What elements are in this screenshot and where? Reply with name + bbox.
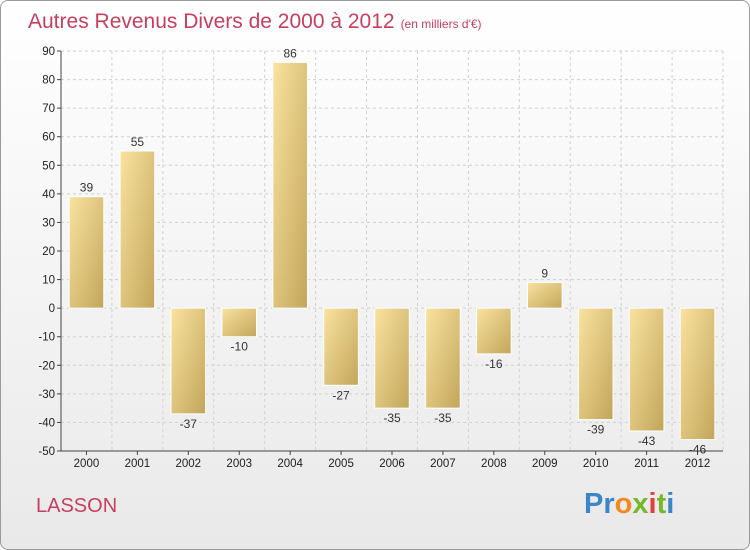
data-label: 55: [131, 135, 145, 149]
x-tick-label: 2007: [430, 458, 456, 470]
x-tick-label: 2002: [176, 458, 202, 470]
x-tick-label: 2006: [379, 458, 405, 470]
axes: -50 -40 -30 -20 -10 0 10 20 30 40 50 60 70 80 90 2000 20…: [38, 46, 723, 470]
bar: [374, 307, 410, 409]
y-tick-label: 0: [49, 303, 55, 315]
bar: [679, 307, 716, 441]
y-tick-label: -20: [38, 360, 55, 372]
y-tick-label: -50: [38, 446, 55, 458]
logo-letter: x: [632, 488, 649, 520]
y-tick-label: -30: [38, 389, 55, 401]
bar: [526, 281, 563, 309]
labels: 39 55 -37 -10 86 -27 -35 -35 -16 9 -39 -43 -46: [80, 46, 707, 456]
data-label: -46: [689, 443, 707, 457]
y-tick-label: 30: [42, 217, 55, 229]
chart-subtitle: (en milliers d'€): [400, 17, 482, 31]
y-tick-label: 90: [42, 46, 55, 58]
logo-letter: i: [666, 488, 675, 520]
bar: [170, 307, 207, 415]
y-tick-label: 20: [42, 246, 55, 258]
chart-title-text: Autres Revenus Divers de 2000 à 2012: [28, 10, 395, 33]
bar: [119, 150, 156, 309]
bar: [323, 307, 359, 386]
data-label: -35: [434, 411, 452, 425]
chart-title: Autres Revenus Divers de 2000 à 2012 (en …: [28, 10, 482, 34]
logo-letter: i: [648, 488, 657, 520]
y-tick-label: -10: [38, 332, 55, 344]
bar: [221, 307, 258, 338]
data-label: -39: [587, 423, 605, 437]
data-label: -16: [485, 357, 503, 371]
proxiti-logo[interactable]: Proxiti: [584, 488, 674, 521]
data-label: 39: [80, 181, 94, 195]
x-tick-label: 2004: [277, 458, 303, 470]
bar: [476, 307, 512, 355]
data-label: -43: [638, 434, 656, 448]
x-tick-label: 2000: [74, 458, 100, 470]
bar: [425, 307, 461, 409]
y-tick-label: 40: [42, 189, 55, 201]
x-tick-label: 2001: [125, 458, 151, 470]
y-tick-label: 60: [42, 132, 55, 144]
x-tick-label: 2008: [481, 458, 507, 470]
x-tick-label: 2010: [583, 458, 609, 470]
bar: [577, 307, 614, 421]
x-tick-label: 2005: [328, 458, 354, 470]
commune-name: LASSON: [36, 495, 118, 517]
logo-letter: o: [614, 488, 633, 520]
bars: [68, 61, 716, 441]
y-tick-label: 70: [42, 103, 55, 115]
bar: [272, 61, 308, 309]
y-tick-label: 80: [42, 75, 55, 87]
logo-letter: t: [656, 488, 667, 520]
logo-letter: r: [603, 488, 615, 520]
x-tick-label: 2011: [634, 458, 659, 470]
data-label: -27: [332, 388, 350, 402]
bar: [68, 196, 105, 309]
y-tick-label: -40: [38, 417, 55, 429]
data-label: -10: [231, 340, 249, 354]
data-label: -35: [383, 411, 401, 425]
data-label: -37: [180, 417, 198, 431]
data-label: 86: [283, 46, 297, 60]
x-tick-label: 2003: [226, 458, 252, 470]
data-label: 9: [541, 266, 548, 280]
x-tick-label: 2012: [685, 458, 711, 470]
y-tick-label: 50: [42, 160, 55, 172]
x-tick-label: 2009: [532, 458, 558, 470]
bar: [628, 307, 665, 432]
y-tick-label: 10: [42, 275, 55, 287]
logo-letter: P: [584, 488, 604, 520]
